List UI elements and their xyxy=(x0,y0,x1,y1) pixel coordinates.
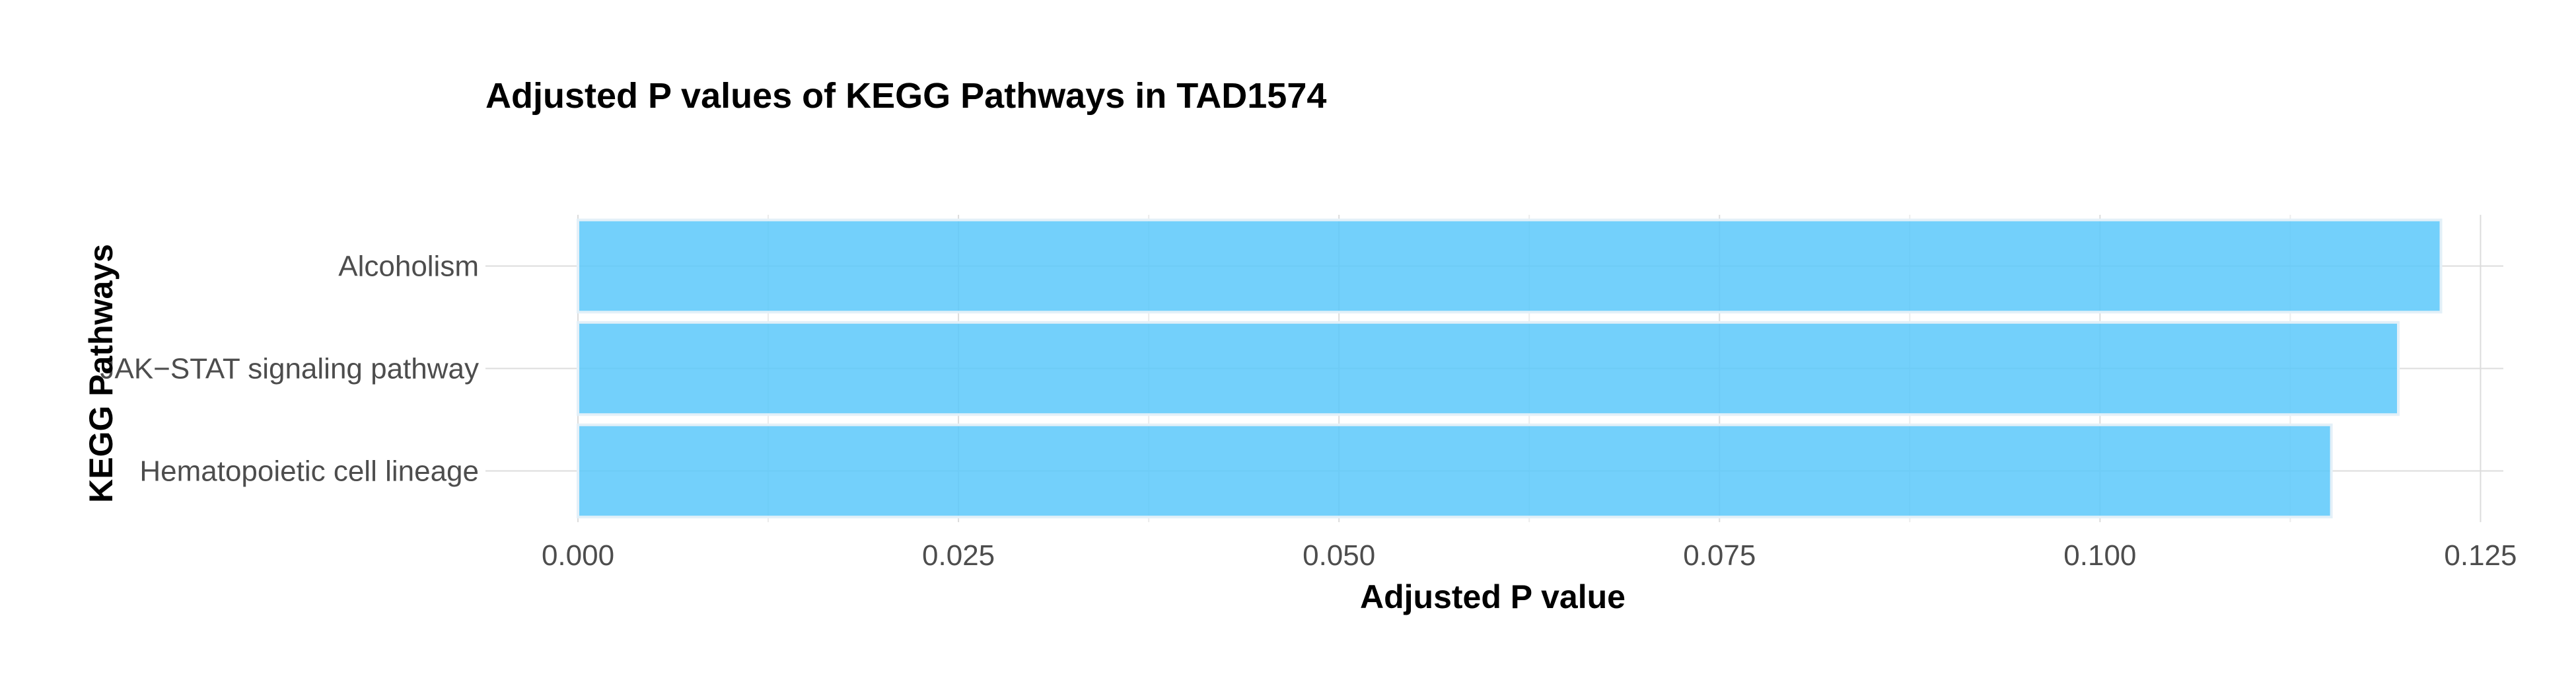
x-tick-label: 0.025 xyxy=(922,539,995,572)
bar xyxy=(577,218,2443,314)
y-axis-title: KEGG Pathways xyxy=(83,244,120,503)
chart-title: Adjusted P values of KEGG Pathways in TA… xyxy=(485,76,1326,116)
y-tick-label: JAK−STAT signaling pathway xyxy=(100,353,479,385)
y-axis-ticks: Alcoholism JAK−STAT signaling pathway Hema… xyxy=(100,251,479,488)
y-tick-label: Hematopoietic cell lineage xyxy=(139,455,479,488)
x-tick-label: 0.125 xyxy=(2444,539,2517,572)
y-tick-label: Alcoholism xyxy=(338,251,479,283)
bars xyxy=(577,218,2443,519)
bar xyxy=(577,321,2400,416)
x-tick-label: 0.075 xyxy=(1683,539,1756,572)
x-tick-label: 0.000 xyxy=(542,539,614,572)
x-tick-label: 0.050 xyxy=(1303,539,1375,572)
x-axis-title: Adjusted P value xyxy=(1360,578,1626,615)
x-tick-label: 0.100 xyxy=(2063,539,2136,572)
x-axis-ticks: 0.000 0.025 0.050 0.075 0.100 0.125 xyxy=(542,539,2517,572)
bar xyxy=(577,423,2333,519)
